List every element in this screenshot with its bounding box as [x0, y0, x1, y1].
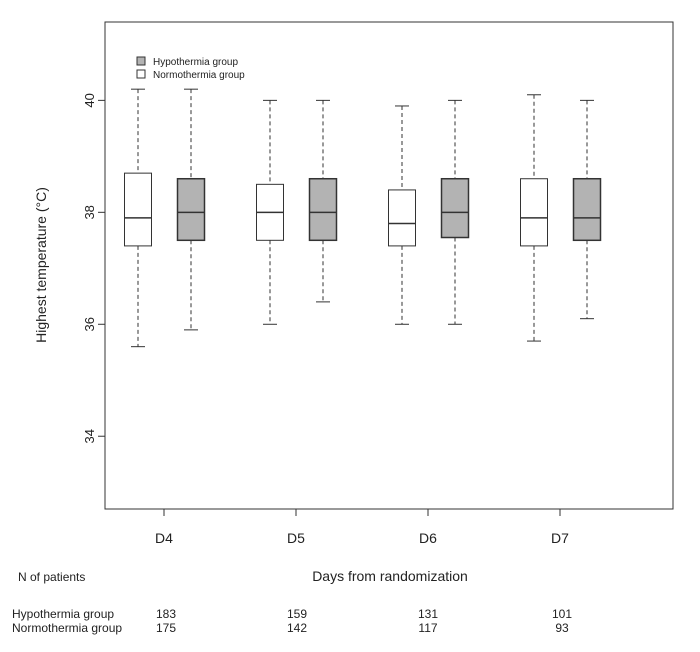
x-axis-label: Days from randomization	[312, 568, 468, 584]
box-hypothermia-group-D5	[308, 99, 338, 303]
row-label: Normothermia group	[12, 621, 122, 635]
legend-label: Normothermia group	[153, 70, 245, 81]
box-hypothermia-group-D7	[572, 99, 602, 320]
iqr-box	[520, 178, 548, 247]
patient-count: 93	[555, 621, 569, 635]
box-normothermia-group-D5	[256, 99, 284, 325]
iqr-box	[176, 177, 206, 242]
legend: Hypothermia group Normothermia group	[136, 56, 245, 81]
iqr-box	[124, 172, 152, 247]
y-tick-label: 36	[82, 317, 97, 331]
patient-count: 175	[156, 621, 176, 635]
y-axis: 34 36 38 40	[82, 93, 105, 443]
x-tick-label: D4	[155, 530, 173, 546]
box-normothermia-group-D4	[124, 88, 152, 348]
boxes	[124, 88, 602, 348]
patient-count: 142	[287, 621, 307, 635]
box-hypothermia-group-D6	[440, 99, 470, 325]
y-tick-label: 38	[82, 205, 97, 219]
y-axis-label: Highest temperature (°C)	[33, 187, 49, 343]
x-axis: D4 D5 D6 D7	[155, 509, 569, 546]
x-tick-label: D6	[419, 530, 437, 546]
legend-swatch	[136, 69, 146, 79]
plot-frame	[104, 21, 674, 510]
legend-swatch	[136, 56, 146, 66]
row-label: Hypothermia group	[12, 607, 114, 621]
iqr-box	[440, 177, 470, 239]
patients-table: Hypothermia group 183 159 131 101 Normothermi…	[12, 607, 572, 635]
legend-label: Hypothermia group	[153, 57, 238, 68]
y-tick-label: 34	[82, 429, 97, 443]
patients-table-title: N of patients	[18, 570, 85, 584]
x-tick-label: D5	[287, 530, 305, 546]
x-tick-label: D7	[551, 530, 569, 546]
iqr-box	[308, 177, 338, 242]
patient-count: 183	[156, 607, 176, 621]
box-hypothermia-group-D4	[176, 88, 206, 331]
iqr-box	[388, 189, 416, 247]
patient-count: 131	[418, 607, 438, 621]
box-normothermia-group-D7	[520, 94, 548, 342]
patient-count: 117	[418, 621, 437, 635]
iqr-box	[572, 177, 602, 242]
patient-count: 159	[287, 607, 307, 621]
box-normothermia-group-D6	[388, 105, 416, 325]
y-tick-label: 40	[82, 93, 97, 107]
patient-count: 101	[552, 607, 572, 621]
